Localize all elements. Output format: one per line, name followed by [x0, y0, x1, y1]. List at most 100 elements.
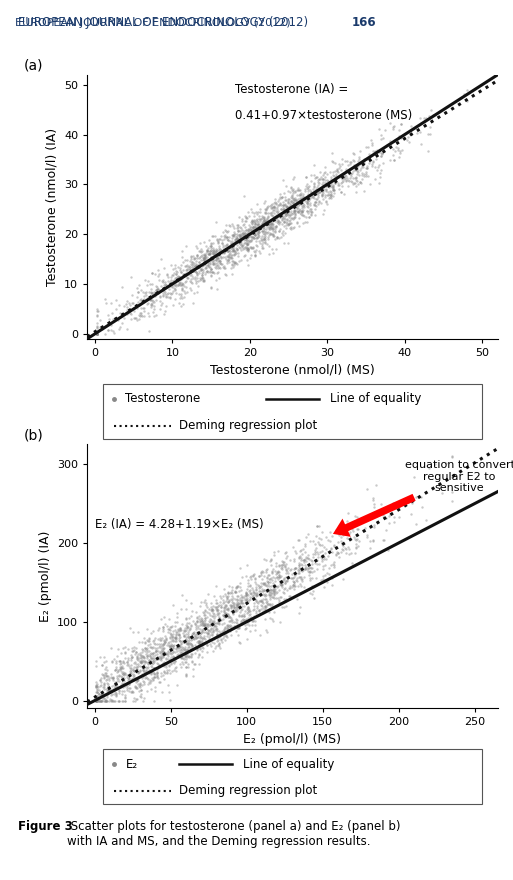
- Point: [351, 538, 360, 552]
- Point: [242, 584, 250, 598]
- Point: [270, 200, 279, 214]
- Point: [282, 217, 290, 231]
- Point: [216, 626, 225, 640]
- Point: [399, 143, 407, 157]
- Point: [147, 651, 155, 665]
- Point: [107, 693, 115, 708]
- Point: [293, 216, 301, 230]
- Point: [177, 290, 185, 304]
- Point: [252, 205, 260, 219]
- Point: [149, 640, 157, 654]
- Point: [213, 233, 222, 247]
- Point: [137, 651, 145, 665]
- Point: [159, 286, 167, 300]
- Point: [270, 587, 279, 601]
- Point: [100, 682, 108, 696]
- Point: [325, 567, 333, 581]
- Point: [231, 256, 239, 270]
- Point: [201, 628, 209, 642]
- Point: [246, 577, 254, 591]
- Point: [201, 593, 209, 607]
- Point: [271, 222, 280, 236]
- Point: [266, 597, 274, 611]
- Point: [291, 561, 299, 576]
- Point: [323, 166, 331, 180]
- Point: [297, 562, 305, 576]
- Point: [144, 649, 152, 663]
- Point: [172, 267, 181, 281]
- Point: [175, 628, 184, 642]
- Point: [197, 242, 205, 256]
- Point: [209, 614, 217, 628]
- Point: [132, 663, 140, 677]
- Point: [100, 677, 108, 691]
- Point: [259, 216, 267, 231]
- Point: [220, 595, 228, 609]
- Point: [133, 673, 142, 687]
- Point: [253, 222, 262, 236]
- Point: [92, 693, 101, 708]
- Point: [287, 210, 295, 224]
- Point: [273, 205, 281, 219]
- Point: [308, 181, 317, 195]
- Point: [185, 259, 193, 273]
- Point: [176, 269, 184, 283]
- Point: [304, 184, 312, 198]
- Point: [139, 649, 147, 663]
- Point: [314, 175, 322, 189]
- Point: [291, 197, 300, 211]
- Point: [171, 282, 180, 296]
- Point: [315, 185, 323, 199]
- Point: [116, 660, 124, 674]
- Point: [229, 236, 238, 250]
- Point: [203, 626, 211, 640]
- Point: [260, 583, 268, 597]
- Point: [230, 601, 238, 615]
- Point: [172, 271, 180, 285]
- Point: [252, 582, 260, 596]
- Point: [168, 268, 176, 282]
- Point: [321, 170, 329, 184]
- Point: [347, 168, 355, 182]
- Point: [250, 609, 258, 623]
- Point: [221, 607, 229, 621]
- Point: [210, 619, 219, 633]
- Point: [337, 530, 345, 544]
- Point: [255, 582, 264, 596]
- Point: [192, 620, 200, 634]
- Point: [329, 183, 337, 197]
- Point: [195, 636, 203, 650]
- Point: [206, 243, 214, 257]
- Point: [193, 642, 202, 656]
- Point: [329, 188, 338, 202]
- Point: [132, 645, 140, 659]
- Point: [195, 634, 203, 648]
- Point: [304, 206, 312, 220]
- Point: [400, 132, 408, 146]
- Point: [142, 648, 150, 662]
- Point: [360, 154, 368, 168]
- Point: [185, 616, 193, 630]
- Point: [318, 554, 326, 568]
- Point: [343, 171, 351, 185]
- Point: [193, 634, 202, 648]
- Point: [225, 218, 233, 232]
- Point: [247, 216, 255, 230]
- Point: [238, 609, 246, 623]
- Point: [283, 574, 291, 588]
- Point: [115, 674, 123, 688]
- Point: [243, 591, 251, 605]
- Point: [237, 588, 245, 602]
- Point: [189, 263, 198, 277]
- Point: [316, 184, 324, 198]
- Point: [198, 270, 206, 284]
- Point: [240, 217, 248, 231]
- Point: [313, 189, 322, 203]
- Point: [242, 569, 250, 583]
- Point: [162, 647, 170, 661]
- Point: [315, 176, 323, 190]
- Point: [220, 622, 228, 636]
- Point: [101, 292, 109, 306]
- Point: [373, 143, 381, 158]
- Point: [242, 240, 250, 254]
